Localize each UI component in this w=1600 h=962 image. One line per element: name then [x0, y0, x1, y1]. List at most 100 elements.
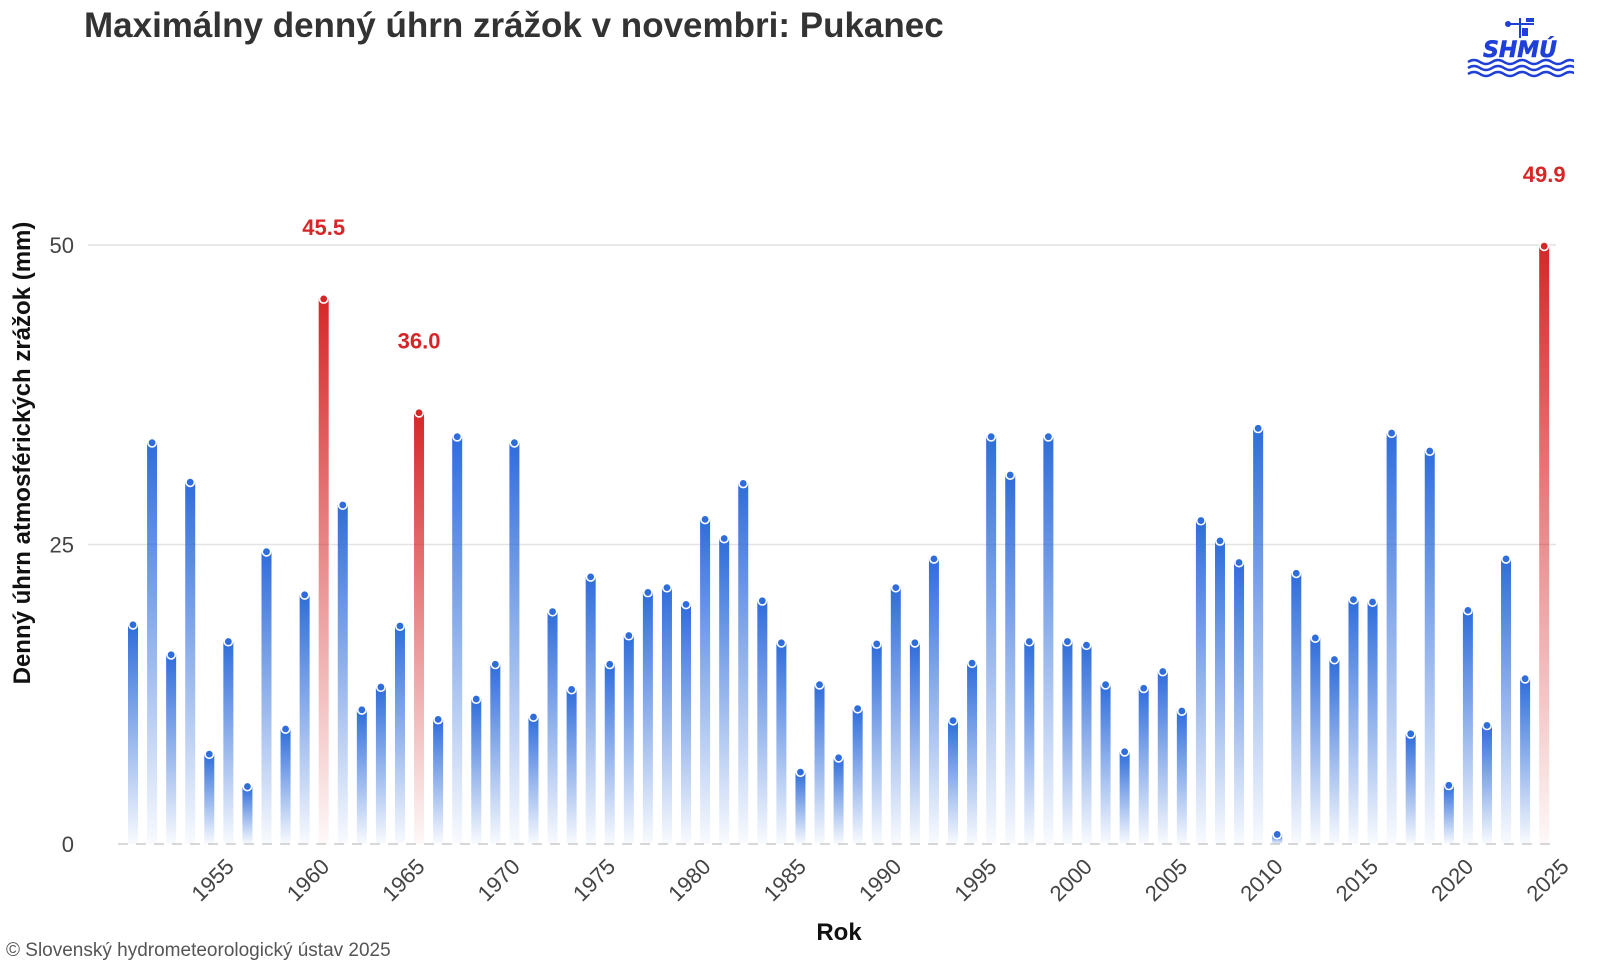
bar-1982 — [719, 538, 730, 844]
bar-marker-1999 — [1043, 431, 1054, 442]
bar-marker-1997 — [1005, 470, 1016, 481]
bar-1981 — [700, 519, 711, 844]
bar-marker-2024 — [1520, 673, 1531, 684]
bar-2010 — [1253, 428, 1264, 844]
bar-marker-2023 — [1501, 553, 1512, 564]
bar-marker-1996 — [986, 431, 997, 442]
bar-2003 — [1119, 751, 1130, 844]
bar-marker-1968 — [452, 431, 463, 442]
data-label-1966: 36.0 — [398, 329, 441, 354]
bar-marker-1984 — [757, 595, 768, 606]
bar-marker-1969 — [471, 694, 482, 705]
bar-marker-1960 — [299, 589, 310, 600]
y-axis-title: Denný úhrn atmosférických zrážok (mm) — [9, 222, 36, 685]
bar-marker-1958 — [261, 546, 272, 557]
bar-marker-1953 — [166, 649, 177, 660]
bar-2015 — [1348, 599, 1359, 844]
bar-1956 — [223, 641, 234, 844]
y-tick-label: 50 — [50, 233, 74, 258]
bar-marker-1962 — [337, 499, 348, 510]
bar-marker-1978 — [642, 587, 653, 598]
x-tick-label: 1985 — [759, 854, 811, 906]
bar-marker-1988 — [833, 752, 844, 763]
bar-marker-2007 — [1195, 515, 1206, 526]
bar-1986 — [795, 772, 806, 844]
bar-marker-1979 — [661, 582, 672, 593]
bar-marker-1964 — [375, 682, 386, 693]
x-tick-label: 2015 — [1331, 854, 1383, 906]
bar-1990 — [871, 643, 882, 844]
bar-marker-2010 — [1253, 423, 1264, 434]
bar-1959 — [280, 728, 291, 844]
bar-marker-1972 — [528, 712, 539, 723]
bar-marker-1967 — [433, 714, 444, 725]
x-tick-label: 1975 — [568, 854, 620, 906]
bar-1971 — [509, 442, 520, 844]
bar-1952 — [147, 442, 158, 844]
bar-1957 — [242, 786, 253, 844]
bar-marker-2003 — [1119, 746, 1130, 757]
bar-marker-1970 — [490, 659, 501, 670]
bar-1988 — [833, 757, 844, 844]
bar-marker-1951 — [128, 619, 139, 630]
bar-marker-1981 — [700, 514, 711, 525]
bar-1994 — [948, 720, 959, 844]
data-label-1961: 45.5 — [302, 215, 345, 240]
bar-marker-2002 — [1100, 679, 1111, 690]
bar-2016 — [1367, 602, 1378, 844]
bar-marker-2018 — [1405, 728, 1416, 739]
bar-2007 — [1195, 520, 1206, 844]
bar-marker-2008 — [1214, 535, 1225, 546]
bar-marker-2015 — [1348, 594, 1359, 605]
bar-1995 — [967, 663, 978, 844]
bar-1972 — [528, 717, 539, 844]
bar-marker-2006 — [1176, 706, 1187, 717]
bar-marker-1959 — [280, 723, 291, 734]
bar-1991 — [890, 587, 901, 844]
x-tick-label: 1955 — [187, 854, 239, 906]
x-axis-title: Rok — [816, 919, 862, 946]
y-tick-label: 25 — [50, 533, 74, 558]
bar-marker-1971 — [509, 437, 520, 448]
bar-1954 — [185, 482, 196, 844]
bar-marker-1977 — [623, 630, 634, 641]
bar-1997 — [1005, 475, 1016, 844]
bar-2022 — [1481, 725, 1492, 844]
bar-marker-1957 — [242, 781, 253, 792]
bar-1966 — [414, 412, 425, 844]
bar-marker-1965 — [394, 620, 405, 631]
bar-2025 — [1539, 246, 1550, 844]
bar-marker-2009 — [1234, 557, 1245, 568]
bar-marker-1954 — [185, 477, 196, 488]
bar-marker-1952 — [147, 437, 158, 448]
bar-marker-1993 — [928, 553, 939, 564]
bar-1987 — [814, 684, 825, 844]
bar-1955 — [204, 754, 215, 844]
bar-marker-2017 — [1386, 428, 1397, 439]
bar-marker-2014 — [1329, 654, 1340, 665]
x-tick-label: 1990 — [854, 854, 906, 906]
bar-2006 — [1176, 711, 1187, 844]
bar-marker-2012 — [1291, 568, 1302, 579]
bar-1998 — [1024, 641, 1035, 844]
bar-1960 — [299, 594, 310, 844]
x-tick-label: 2020 — [1426, 854, 1478, 906]
bar-1961 — [318, 298, 329, 844]
bar-marker-1961 — [318, 293, 329, 304]
bar-2002 — [1100, 684, 1111, 844]
bar-2024 — [1520, 678, 1531, 844]
bar-marker-2005 — [1157, 666, 1168, 677]
bar-1975 — [585, 576, 596, 844]
bar-1985 — [776, 642, 787, 844]
x-tick-label: 2010 — [1235, 854, 1287, 906]
bar-marker-1973 — [547, 606, 558, 617]
bar-2020 — [1443, 785, 1454, 844]
bar-1979 — [661, 587, 672, 844]
bar-marker-1987 — [814, 679, 825, 690]
bar-2004 — [1138, 688, 1149, 844]
bar-marker-1980 — [681, 599, 692, 610]
bar-marker-1989 — [852, 703, 863, 714]
bar-marker-1983 — [738, 478, 749, 489]
bar-marker-1998 — [1024, 636, 1035, 647]
bar-1984 — [757, 600, 768, 844]
